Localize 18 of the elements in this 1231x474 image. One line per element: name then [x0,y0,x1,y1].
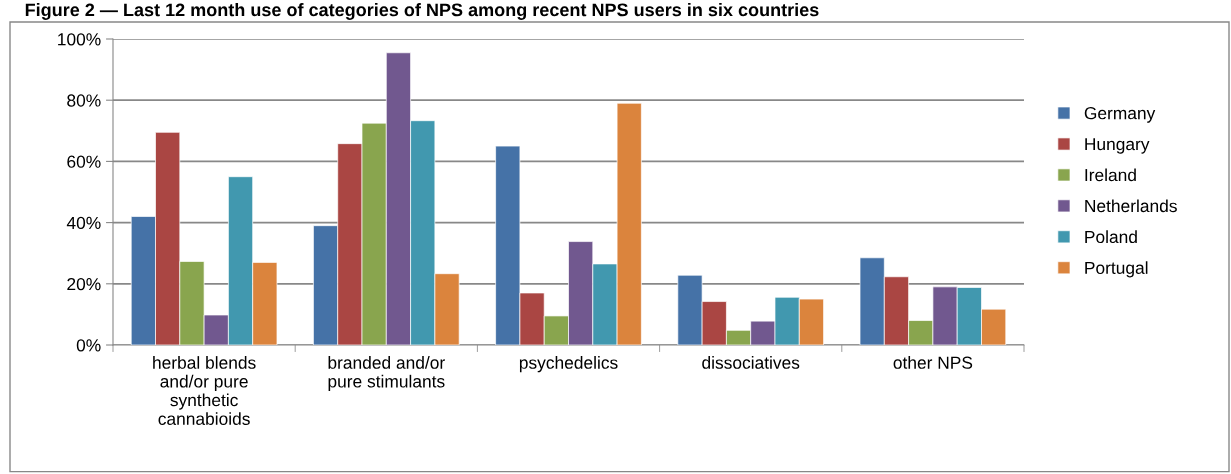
legend-label: Ireland [1085,168,1136,182]
y-tick-label: 80% [67,94,101,107]
y-tick-label: 20% [67,277,101,291]
chart-title: Figure 2 — Last 12 month use of categories of NPS among recent NPS users in six countries [25,3,819,20]
x-tick-label: branded and/or pure stimulants [328,356,445,391]
y-tick-label: 60% [67,155,101,168]
legend-label: Poland [1085,230,1137,244]
x-tick-label: dissociatives [702,356,800,369]
legend-label: Hungary [1085,138,1150,154]
legend-label: Germany [1084,107,1156,123]
y-tick-label: 40% [66,216,101,230]
y-tick-label: 0% [76,339,101,352]
x-tick-label: psychedelics [519,356,618,373]
legend-label: Portugal [1085,261,1148,278]
x-tick-label: herbal blends and/or pure synthetic cannabioids [153,356,256,425]
x-tick-label: other NPS [893,356,973,369]
y-tick-label: 100% [58,33,101,46]
legend-label: Netherlands [1085,199,1177,213]
